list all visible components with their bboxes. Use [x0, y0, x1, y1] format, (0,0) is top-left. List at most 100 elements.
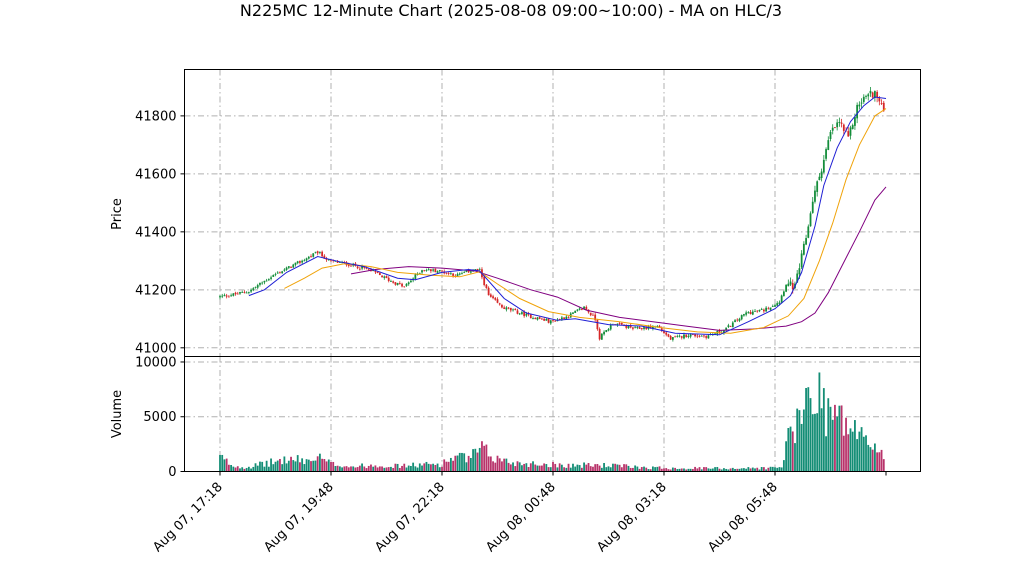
candle-body [683, 334, 685, 339]
volume-bar [410, 465, 412, 472]
volume-bar [430, 464, 432, 472]
candle-body [629, 325, 632, 328]
volume-bar [496, 455, 499, 472]
candle-body [378, 272, 381, 276]
candle-body [465, 270, 468, 272]
candle-body [254, 286, 257, 288]
volume-bar [372, 466, 375, 472]
volume-bar [587, 463, 590, 472]
candle-body [259, 282, 261, 285]
candle-body [387, 277, 390, 282]
candle-body [798, 268, 801, 275]
candle-body [674, 336, 676, 338]
candle-body [818, 176, 821, 181]
volume-bar [707, 468, 710, 472]
volume-bar [370, 464, 372, 472]
candle-body [849, 127, 852, 136]
candle-body [398, 283, 401, 285]
volume-bar [665, 468, 668, 472]
time-x-axis: Aug 07, 17:18 Aug 07, 19:48 Aug 07, 22:18 A… [150, 471, 887, 555]
candle-body [723, 330, 725, 334]
volume-bar [421, 465, 423, 472]
volume-bar [638, 468, 641, 472]
candle-body [527, 313, 530, 315]
volume-bar [465, 462, 468, 472]
candle-body [871, 92, 874, 98]
volume-bar [552, 461, 554, 472]
candle-body [469, 271, 472, 273]
candle-body [532, 318, 534, 319]
volume-bar [287, 460, 290, 472]
candle-body [847, 131, 850, 137]
candle-body [767, 308, 770, 310]
volume-bar [634, 465, 637, 472]
volume-bar [398, 467, 401, 472]
volume-bar [807, 387, 810, 472]
candle-body [567, 317, 570, 319]
volume-bar [283, 456, 286, 472]
volume-bar [405, 467, 408, 472]
candle-body [605, 330, 608, 332]
volume-bar [574, 466, 577, 472]
price-tick-label: 41800 [135, 109, 176, 124]
volume-bar [390, 466, 392, 472]
candle-body [314, 251, 317, 253]
candle-body [825, 149, 827, 159]
volume-bar [623, 464, 625, 472]
candle-body [734, 320, 736, 323]
volume-bar [305, 459, 308, 472]
volume-bar [374, 465, 377, 472]
candle-body [574, 310, 577, 313]
candle-body [529, 314, 532, 319]
volume-bar [441, 466, 443, 472]
candle-body [256, 285, 259, 288]
volume-bar [536, 465, 539, 472]
volume-bar [880, 449, 883, 472]
volume-bar [687, 468, 690, 472]
volume-bar [272, 464, 275, 472]
volume-bar [474, 448, 477, 472]
volume-tick-label: 0 [168, 465, 176, 480]
candle-body [423, 270, 426, 272]
candle-body [410, 280, 412, 282]
candle-body [272, 275, 275, 277]
volume-bar [627, 465, 630, 472]
volume-bar [427, 463, 430, 472]
candle-body [509, 307, 512, 311]
volume-bar [827, 398, 830, 472]
volume-bar [607, 466, 610, 472]
candle-body [334, 260, 337, 262]
volume-bar [338, 466, 341, 472]
volume-bar [703, 467, 705, 472]
candle-body [596, 319, 599, 330]
candle-body [618, 323, 621, 324]
candle-body [281, 271, 284, 274]
candle-body [523, 311, 526, 317]
volume-bar [789, 426, 792, 472]
candle-body [876, 91, 879, 98]
volume-bar [330, 461, 332, 472]
price-tick-label: 41200 [135, 283, 176, 298]
volume-bar [716, 466, 719, 472]
candle-body [874, 91, 876, 98]
volume-bar [256, 465, 259, 472]
volume-bar [723, 468, 725, 472]
candle-body [758, 309, 761, 312]
candle-body [436, 271, 439, 273]
volume-bar [263, 466, 266, 472]
volume-bar [265, 460, 268, 472]
volume-bar [669, 469, 672, 472]
candle-body [512, 309, 514, 311]
volume-bar [714, 467, 716, 472]
candle-body [285, 267, 288, 270]
candle-body [643, 327, 645, 329]
candle-body [649, 325, 652, 328]
volume-bar [796, 408, 799, 472]
volume-bar [554, 463, 557, 472]
volume-bar [598, 465, 601, 472]
candle-body [474, 269, 477, 271]
volume-bar [705, 467, 708, 472]
volume-bar [219, 454, 221, 472]
volume-bar [596, 464, 599, 472]
volume-bar [476, 452, 479, 472]
